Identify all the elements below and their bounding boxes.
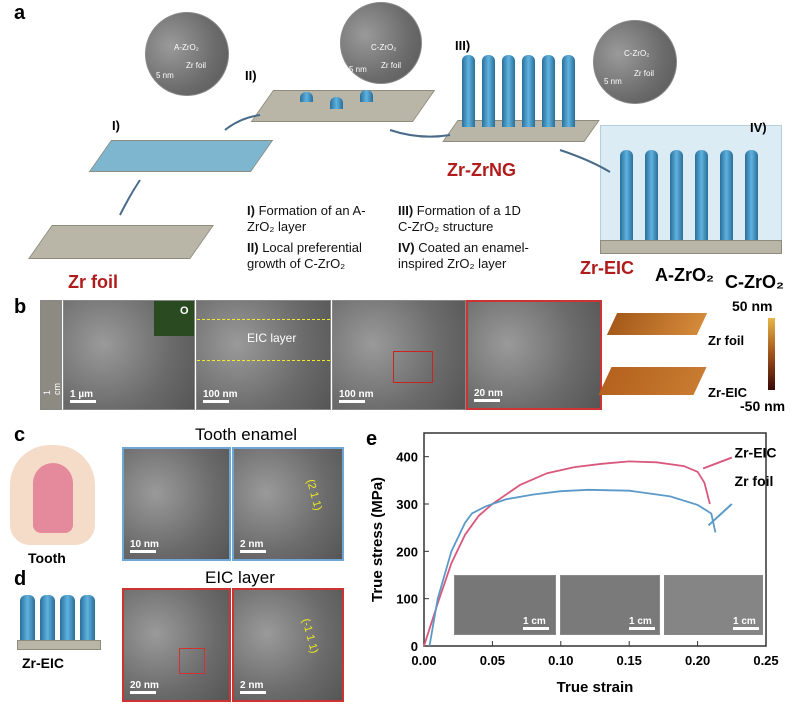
caption-3: III) Formation of a 1D C-ZrO₂ structure — [398, 203, 521, 234]
nanocrystal — [360, 90, 373, 102]
hrtem-inset-1: A-ZrO₂ Zr foil 5 nm — [145, 12, 229, 96]
afm-label-zr-eic: Zr-EIC — [708, 385, 747, 400]
tem-cross-section: 100 nm — [332, 300, 466, 410]
x-axis-label: True strain — [557, 679, 634, 696]
nanocrystal — [300, 92, 313, 102]
afm-zr-foil — [606, 313, 708, 335]
x-tick-label: 0.20 — [685, 653, 710, 668]
tem-eic-layer: EIC layer 100 nm — [196, 300, 331, 410]
step-label-4: IV) — [750, 120, 767, 135]
step-label-1: I) — [112, 118, 120, 133]
y-tick-label: 100 — [396, 592, 418, 607]
tooth-label: Tooth — [28, 550, 66, 566]
tooth-illustration — [10, 445, 95, 545]
panel-label-b: b — [14, 296, 27, 318]
process-arrows — [119, 114, 611, 216]
tem-zoom: 20 nm — [466, 300, 602, 410]
zr-zrng-label: Zr-ZrNG — [447, 160, 516, 180]
colorbar-min: -50 nm — [740, 398, 786, 414]
tem-tooth-enamel: 10 nm — [122, 447, 231, 561]
x-tick-label: 0.15 — [617, 653, 642, 668]
step-label-2: II) — [245, 68, 257, 83]
caption-2: II) Local preferential growth of C-ZrO₂ — [247, 240, 362, 271]
inset-photo-twisted: 1 cm — [454, 575, 556, 635]
y-tick-label: 300 — [396, 497, 418, 512]
inset-photo-folded: 1 cm — [664, 575, 763, 635]
panel-label-d: d — [14, 568, 27, 590]
colorbar — [768, 318, 775, 390]
x-tick-label: 0.10 — [548, 653, 573, 668]
x-tick-label: 0.25 — [753, 653, 778, 668]
zr-eic-label: Zr-EIC — [580, 258, 634, 278]
panel-label-c: c — [14, 424, 26, 446]
x-tick-label: 0.00 — [411, 653, 436, 668]
hrtem-inset-3: C-ZrO₂ Zr foil 5 nm — [593, 20, 677, 104]
caption-1: I) Formation of an A-ZrO₂ layer — [247, 203, 366, 234]
hrtem-tooth-enamel: (2 1 1) 2 nm — [232, 447, 344, 561]
series-line-zr-foil — [428, 488, 717, 647]
afm-zr-eic — [598, 367, 707, 395]
colorbar-max: 50 nm — [732, 298, 773, 314]
hrtem-eic-layer: (-1 1 1) 2 nm — [232, 588, 344, 702]
series-arrow — [707, 503, 733, 527]
caption-4: IV) Coated an enamel-inspired ZrO₂ layer — [398, 240, 529, 271]
tem-eic-layer-d: 20 nm — [122, 588, 231, 702]
c-zro2-label: C-ZrO₂ — [725, 272, 784, 292]
photo-foil: 1 cm — [40, 300, 62, 410]
panel-d-title: EIC layer — [205, 568, 275, 587]
afm-label-zr-foil: Zr foil — [708, 333, 745, 348]
plot-frame — [423, 432, 767, 647]
step4-plate — [600, 240, 782, 254]
zr-eic-sample-label: Zr-EIC — [22, 655, 64, 671]
legend-label: Zr-EIC — [735, 445, 777, 461]
step-label-3: III) — [455, 38, 471, 53]
series-line-zr-eic — [423, 460, 711, 647]
y-axis-label: True stress (MPa) — [369, 477, 386, 602]
panel-label-e: e — [366, 428, 378, 450]
x-tick-label: 0.05 — [480, 653, 505, 668]
series-arrow — [702, 456, 733, 470]
zr-foil-label: Zr foil — [68, 272, 118, 292]
y-tick-label: 200 — [396, 544, 418, 559]
y-tick-label: 0 — [411, 639, 418, 654]
a-zro2-label: A-ZrO₂ — [655, 265, 714, 285]
panel-c-title: Tooth enamel — [195, 425, 298, 444]
y-tick-label: 400 — [396, 450, 418, 465]
nanocrystal — [330, 97, 343, 109]
stress-strain-chart: 0.00 0.05 0.10 0.15 0.20 0.25 0 100 200 300 400 Tru… — [369, 432, 779, 696]
hrtem-inset-2: C-ZrO₂ Zr foil 5 nm — [340, 2, 422, 84]
legend-label: Zr foil — [735, 473, 774, 489]
inset-photo-arched: 1 cm — [560, 575, 660, 635]
panel-label-a: a — [14, 2, 26, 24]
